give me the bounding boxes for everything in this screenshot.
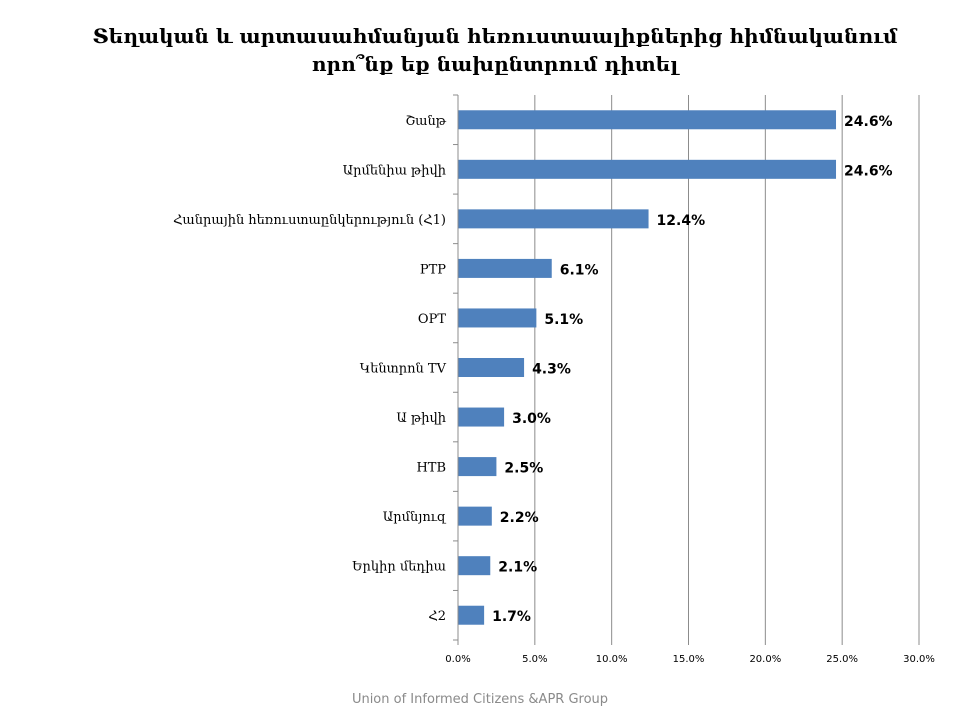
category-label: Արմնյուզ bbox=[383, 510, 447, 525]
category-label: Ա թիվի bbox=[396, 411, 446, 426]
data-label: 5.1% bbox=[544, 312, 583, 328]
axes bbox=[453, 94, 920, 645]
bar bbox=[458, 506, 492, 526]
category-label: Հանրային հեռուստաընկերություն (Հ1) bbox=[173, 213, 446, 228]
data-label: 2.5% bbox=[504, 461, 543, 477]
category-label: Շանթ bbox=[405, 114, 446, 129]
category-label: РТР bbox=[420, 262, 446, 277]
x-tick-label: 25.0% bbox=[826, 654, 858, 665]
category-label: Արմենիա թիվի bbox=[343, 163, 446, 178]
data-label: 3.0% bbox=[512, 411, 551, 427]
data-label: 12.4% bbox=[657, 213, 706, 229]
bar bbox=[458, 605, 485, 625]
category-label: Հ2 bbox=[428, 609, 446, 624]
data-label: 4.3% bbox=[532, 362, 571, 378]
x-tick-label: 10.0% bbox=[596, 654, 628, 665]
bar-chart: 0.0% 5.0% 10.0% 15.0% 20.0% 25.0% 30.0% Շանթ 24.… bbox=[173, 94, 935, 665]
data-label: 6.1% bbox=[560, 262, 599, 278]
bar bbox=[458, 209, 649, 229]
data-label: 2.1% bbox=[498, 560, 537, 576]
category-label: НТВ bbox=[416, 461, 446, 476]
chart-title: Տեղական և արտասահմանյան հեռուստաալիքների… bbox=[92, 24, 898, 76]
x-tick-label: 20.0% bbox=[749, 654, 781, 665]
bars bbox=[458, 110, 837, 625]
data-label: 24.6% bbox=[844, 114, 893, 130]
bar bbox=[458, 407, 505, 427]
bar bbox=[458, 358, 525, 377]
labels: 0.0% 5.0% 10.0% 15.0% 20.0% 25.0% 30.0% Շանթ 24.… bbox=[173, 114, 935, 665]
x-tick-label: 15.0% bbox=[673, 654, 705, 665]
source-footer: Union of Informed Citizens &APR Group bbox=[351, 692, 609, 707]
x-tick-label: 5.0% bbox=[522, 654, 547, 665]
category-label: Երկիր մեդիա bbox=[352, 560, 446, 575]
category-label: ОРТ bbox=[418, 312, 446, 327]
bar bbox=[458, 159, 837, 179]
bar bbox=[458, 258, 552, 278]
x-tick-label: 30.0% bbox=[903, 654, 935, 665]
bar bbox=[458, 110, 837, 130]
bar bbox=[458, 308, 537, 328]
bar bbox=[458, 556, 491, 576]
gridlines bbox=[534, 95, 920, 640]
data-label: 1.7% bbox=[492, 609, 531, 625]
x-tick-label: 0.0% bbox=[445, 654, 470, 665]
data-label: 24.6% bbox=[844, 163, 893, 179]
category-label: Կենտրոն TV bbox=[360, 362, 447, 377]
data-label: 2.2% bbox=[500, 510, 539, 526]
bar bbox=[458, 457, 497, 477]
